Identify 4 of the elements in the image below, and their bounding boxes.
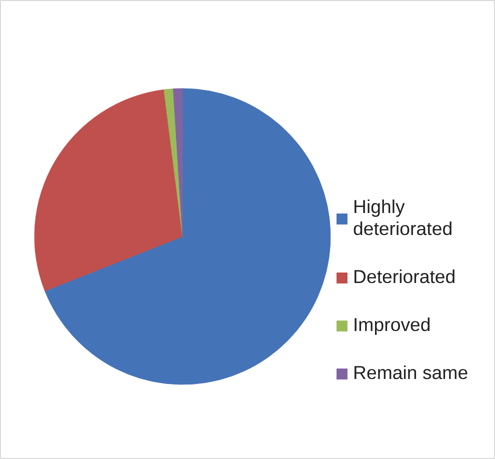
legend-label: Highly deteriorated [353, 196, 453, 240]
legend-label: Remain same [353, 362, 468, 384]
legend-label: Improved [353, 314, 431, 336]
legend-label: Deteriorated [353, 266, 456, 288]
